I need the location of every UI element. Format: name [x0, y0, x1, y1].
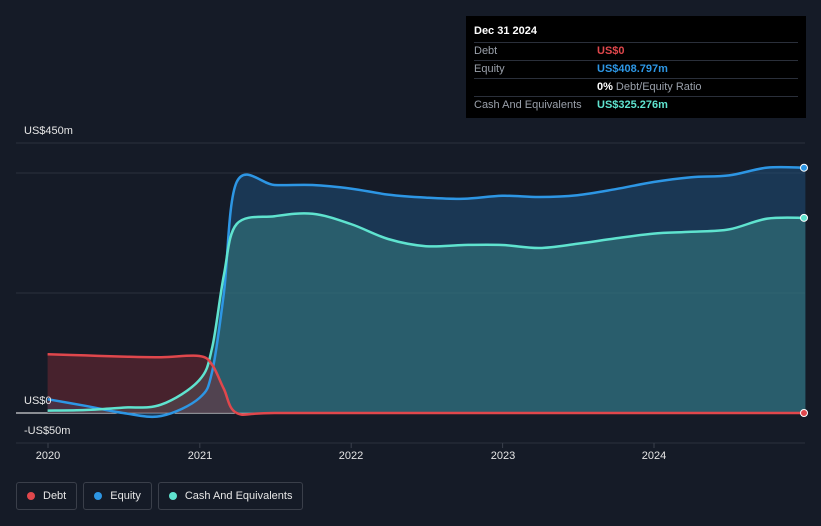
y-tick-label: US$450m: [24, 125, 73, 137]
legend-dot-icon: [27, 492, 35, 500]
tooltip-label: Cash And Equivalents: [474, 99, 582, 111]
x-tick-label: 2021: [187, 450, 213, 462]
tooltip-value: US$325.276m: [597, 99, 668, 111]
y-tick-label: -US$50m: [24, 425, 71, 437]
tooltip-label: [474, 79, 597, 96]
legend-label: Debt: [43, 490, 67, 502]
tooltip-row-debt: Debt US$0: [474, 42, 798, 60]
series-layer: [47, 163, 808, 419]
x-tick-label: 2020: [35, 450, 61, 462]
legend-label: Equity: [110, 490, 141, 502]
tooltip-row-ratio: 0% Debt/Equity Ratio: [474, 78, 798, 96]
x-tick-label: 2024: [641, 450, 667, 462]
series-area-cash-and-equivalents: [47, 213, 806, 413]
tooltip-value: 0%: [597, 81, 613, 93]
legend-dot-icon: [168, 492, 177, 500]
series-end-point-debt: [800, 409, 808, 417]
tooltip-value: US$408.797m: [597, 63, 668, 75]
x-tick-label: 2022: [338, 450, 364, 462]
legend-item-equity[interactable]: Equity: [83, 482, 152, 510]
legend-label: Cash And Equivalents: [184, 490, 293, 502]
data-tooltip: Dec 31 2024 Debt US$0 Equity US$408.797m…: [466, 16, 806, 118]
series-line-equity: [47, 165, 806, 419]
series-area-equity: [47, 167, 806, 417]
tooltip-row-cash: Cash And Equivalents US$325.276m: [474, 96, 798, 114]
legend: Debt Equity Cash And Equivalents: [16, 482, 304, 510]
series-line-debt: [47, 352, 806, 417]
tooltip-row-equity: Equity US$408.797m: [474, 60, 798, 78]
x-tick-label: 2023: [490, 450, 516, 462]
tooltip-date: Dec 31 2024: [474, 25, 537, 37]
series-end-point-cash-and-equivalents: [800, 213, 808, 222]
legend-item-cash[interactable]: Cash And Equivalents: [157, 482, 304, 510]
tooltip-label: Debt: [474, 45, 498, 57]
tooltip-sublabel: Debt/Equity Ratio: [615, 81, 702, 93]
legend-item-debt[interactable]: Debt: [16, 482, 78, 510]
tooltip-label: Equity: [474, 63, 505, 75]
series-line-cash-and-equivalents: [47, 212, 806, 412]
legend-dot-icon: [94, 492, 103, 500]
tooltip-value: US$0: [597, 45, 625, 57]
series-end-point-equity: [800, 163, 808, 172]
y-tick-label: US$0: [24, 395, 52, 407]
